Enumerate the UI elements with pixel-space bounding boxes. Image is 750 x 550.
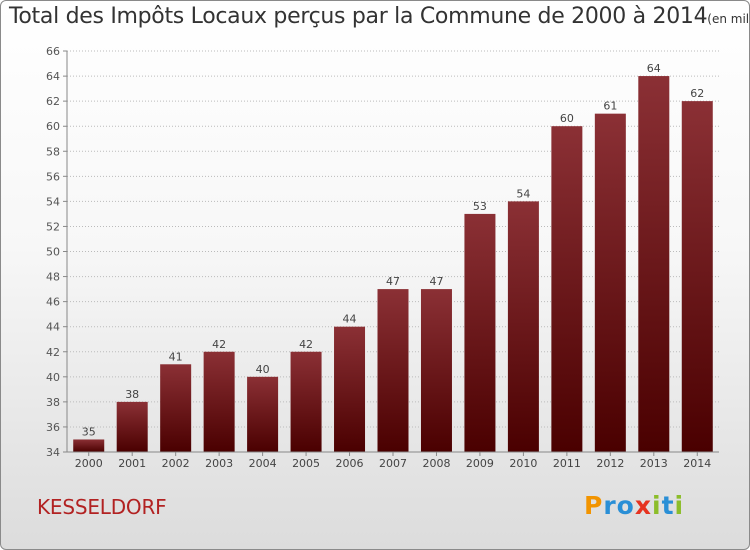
y-tick-label: 40 [46,371,60,384]
data-label-2006: 44 [343,313,357,326]
bar-2006 [334,326,366,452]
bars [73,76,713,452]
y-tick-label: 60 [46,120,60,133]
y-tick-label: 52 [46,220,60,233]
y-tick-label: 66 [46,45,60,58]
y-tick-label: 38 [46,396,60,409]
proxiti-logo: Proxiti [584,491,684,520]
data-label-2002: 41 [169,350,183,363]
chart-title: Total des Impôts Locaux perçus par la Co… [9,4,750,29]
logo-letter: o [616,491,635,520]
y-tick-label: 64 [46,70,60,83]
data-label-2001: 38 [125,388,139,401]
data-label-2004: 40 [256,363,270,376]
x-tick-label-2009: 2009 [466,457,494,470]
bar-2007 [377,289,409,452]
x-tick-label-2000: 2000 [75,457,103,470]
y-tick-label: 50 [46,246,60,259]
logo-letter: x [634,491,652,520]
y-tick-label: 46 [46,296,60,309]
commune-name: KESSELDORF [37,495,167,519]
x-tick-label-2007: 2007 [379,457,407,470]
x-tick-label-2001: 2001 [118,457,146,470]
x-tick-label-2002: 2002 [162,457,190,470]
data-label-2013: 64 [647,62,661,75]
y-tick-label: 58 [46,145,60,158]
bar-2003 [203,351,235,452]
bar-2014 [681,101,713,452]
data-label-2007: 47 [386,275,400,288]
bar-2013 [638,76,670,452]
data-label-2008: 47 [429,275,443,288]
axes: 34 36 38 40 42 44 46 48 50 52 54 56 58 60 62 64 66 2000 20… [46,45,719,470]
bar-2001 [116,401,148,452]
bar-2002 [160,364,192,452]
x-tick-label-2003: 2003 [205,457,233,470]
bar-2010 [507,201,539,452]
x-tick-label-2011: 2011 [553,457,581,470]
chart-title-text: Total des Impôts Locaux perçus par la Co… [9,4,708,29]
logo-letter: r [603,491,617,520]
y-tick-label: 54 [46,195,60,208]
data-label-2011: 60 [560,112,574,125]
data-label-2009: 53 [473,200,487,213]
y-tick-label: 42 [46,346,60,359]
bar-2009 [464,213,496,452]
bar-2004 [247,376,279,452]
x-tick-label-2010: 2010 [509,457,537,470]
bar-2011 [551,126,583,452]
y-tick-label: 44 [46,321,60,334]
data-label-2014: 62 [690,87,704,100]
y-tick-label: 62 [46,95,60,108]
logo-letter: t [661,491,675,520]
bar-2012 [594,113,626,452]
x-tick-label-2008: 2008 [422,457,450,470]
y-tick-label: 36 [46,421,60,434]
logo-letter: P [584,491,604,520]
bar-2005 [290,351,322,452]
data-labels: 35 38 41 42 40 42 44 47 47 53 54 60 61 64 62 [82,62,705,438]
logo-letter: i [674,491,685,520]
x-tick-label-2014: 2014 [683,457,711,470]
logo-letter: i [652,491,662,520]
data-label-2010: 54 [516,187,530,200]
y-tick-label: 56 [46,170,60,183]
data-label-2000: 35 [82,425,96,438]
x-tick-label-2004: 2004 [249,457,277,470]
data-label-2005: 42 [299,338,313,351]
data-label-2003: 42 [212,338,226,351]
x-tick-label-2005: 2005 [292,457,320,470]
bar-2008 [420,289,452,452]
y-tick-label: 48 [46,271,60,284]
x-tick-label-2006: 2006 [336,457,364,470]
y-tick-label: 34 [46,446,60,459]
data-label-2012: 61 [603,100,617,113]
x-tick-label-2013: 2013 [640,457,668,470]
bar-2000 [73,439,105,452]
x-tick-label-2012: 2012 [596,457,624,470]
chart-unit-label: (en milliers d'€) [707,12,750,26]
